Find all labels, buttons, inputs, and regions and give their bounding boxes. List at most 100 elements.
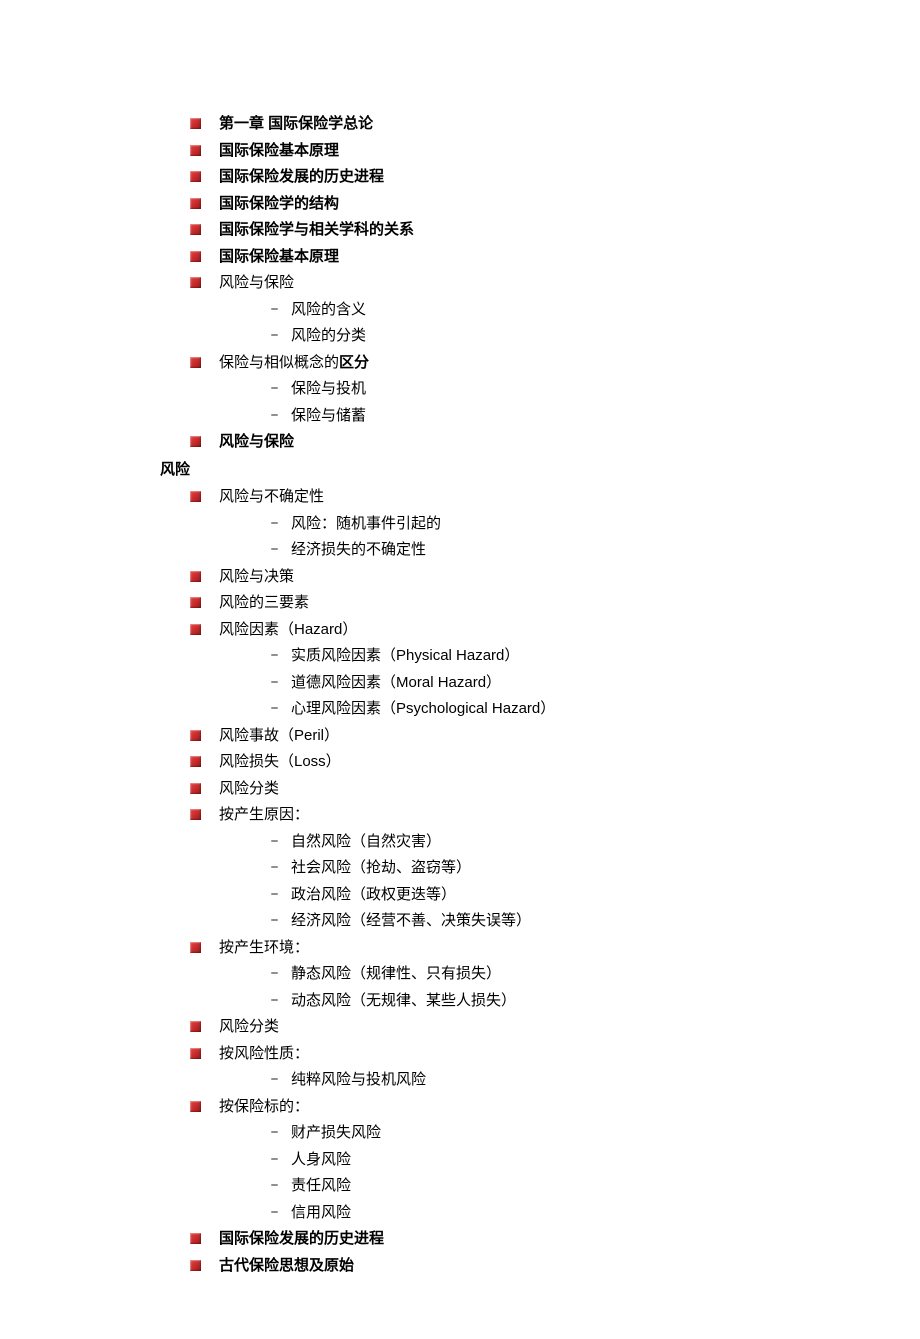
outline-item-text: 风险与保险 bbox=[219, 270, 294, 296]
outline-item-l2: –动态风险（无规律、某些人损失） bbox=[160, 988, 760, 1014]
dash-bullet-icon: – bbox=[270, 511, 279, 537]
outline-item-l2: –纯粹风险与投机风险 bbox=[160, 1067, 760, 1093]
outline-item-text: 风险的分类 bbox=[291, 323, 366, 349]
outline-item-l2: –经济损失的不确定性 bbox=[160, 537, 760, 563]
red-square-bullet-icon bbox=[190, 1021, 201, 1032]
red-square-bullet-icon bbox=[190, 1260, 201, 1271]
outline-item-text: 纯粹风险与投机风险 bbox=[291, 1067, 426, 1093]
outline-item-text: 道德风险因素（Moral Hazard） bbox=[291, 670, 501, 696]
outline-item-l2: –责任风险 bbox=[160, 1173, 760, 1199]
dash-bullet-icon: – bbox=[270, 376, 279, 402]
red-square-bullet-icon bbox=[190, 118, 201, 129]
outline-item-l1: 国际保险发展的历史进程 bbox=[160, 164, 760, 190]
outline-item-l2: –道德风险因素（Moral Hazard） bbox=[160, 670, 760, 696]
outline-item-l2: –心理风险因素（Psychological Hazard） bbox=[160, 696, 760, 722]
red-square-bullet-icon bbox=[190, 756, 201, 767]
outline-item-text: 第一章 国际保险学总论 bbox=[219, 111, 373, 137]
outline-item-text: 风险事故（Peril） bbox=[219, 723, 339, 749]
outline-item-l1: 国际保险基本原理 bbox=[160, 244, 760, 270]
red-square-bullet-icon bbox=[190, 251, 201, 262]
outline-item-l1: 风险与保险 bbox=[160, 270, 760, 296]
outline-item-text: 保险与投机 bbox=[291, 376, 366, 402]
red-square-bullet-icon bbox=[190, 942, 201, 953]
document-outline: 第一章 国际保险学总论国际保险基本原理国际保险发展的历史进程国际保险学的结构国际… bbox=[160, 111, 760, 1278]
dash-bullet-icon: – bbox=[270, 1173, 279, 1199]
dash-bullet-icon: – bbox=[270, 403, 279, 429]
outline-item-text-prefix: 保险与相似概念的 bbox=[219, 354, 339, 371]
outline-item-l1: 风险与保险 bbox=[160, 429, 760, 455]
outline-item-l1: 风险因素（Hazard） bbox=[160, 617, 760, 643]
red-square-bullet-icon bbox=[190, 597, 201, 608]
outline-item-text: 按产生环境： bbox=[219, 935, 309, 961]
outline-item-l1: 保险与相似概念的区分 bbox=[160, 350, 760, 376]
outline-item-l1: 风险分类 bbox=[160, 776, 760, 802]
dash-bullet-icon: – bbox=[270, 1200, 279, 1226]
outline-item-l1: 按保险标的： bbox=[160, 1094, 760, 1120]
outline-item-text: 风险因素（Hazard） bbox=[219, 617, 357, 643]
outline-item-text: 风险的含义 bbox=[291, 297, 366, 323]
outline-item-l1: 国际保险学与相关学科的关系 bbox=[160, 217, 760, 243]
dash-bullet-icon: – bbox=[270, 908, 279, 934]
outline-item-l1: 按风险性质： bbox=[160, 1041, 760, 1067]
outline-item-text: 保险与储蓄 bbox=[291, 403, 366, 429]
red-square-bullet-icon bbox=[190, 809, 201, 820]
outline-item-text: 心理风险因素（Psychological Hazard） bbox=[291, 696, 555, 722]
outline-item-l1: 按产生环境： bbox=[160, 935, 760, 961]
red-square-bullet-icon bbox=[190, 1048, 201, 1059]
red-square-bullet-icon bbox=[190, 224, 201, 235]
red-square-bullet-icon bbox=[190, 357, 201, 368]
outline-item-l1: 古代保险思想及原始 bbox=[160, 1253, 760, 1279]
red-square-bullet-icon bbox=[190, 145, 201, 156]
outline-item-text: 风险的三要素 bbox=[219, 590, 309, 616]
outline-item-l2: – 经济风险（经营不善、决策失误等） bbox=[160, 908, 760, 934]
outline-heading-text: 风险 bbox=[160, 461, 190, 478]
outline-item-l1: 按产生原因： bbox=[160, 802, 760, 828]
dash-bullet-icon: – bbox=[270, 537, 279, 563]
red-square-bullet-icon bbox=[190, 1101, 201, 1112]
outline-item-text: 国际保险基本原理 bbox=[219, 138, 339, 164]
dash-bullet-icon: – bbox=[270, 643, 279, 669]
outline-item-text: 风险与不确定性 bbox=[219, 484, 324, 510]
outline-item-l2: –自然风险（自然灾害） bbox=[160, 829, 760, 855]
outline-item-text: 按风险性质： bbox=[219, 1041, 309, 1067]
dash-bullet-icon: – bbox=[270, 323, 279, 349]
outline-item-text: 国际保险学的结构 bbox=[219, 191, 339, 217]
dash-bullet-icon: – bbox=[270, 882, 279, 908]
red-square-bullet-icon bbox=[190, 783, 201, 794]
outline-item-text-bold-suffix: 区分 bbox=[339, 354, 369, 371]
outline-item-l1: 风险事故（Peril） bbox=[160, 723, 760, 749]
outline-item-text: 保险与相似概念的区分 bbox=[219, 350, 369, 376]
outline-item-l1: 第一章 国际保险学总论 bbox=[160, 111, 760, 137]
dash-bullet-icon: – bbox=[270, 988, 279, 1014]
outline-item-text: 按保险标的： bbox=[219, 1094, 309, 1120]
outline-item-l1: 风险分类 bbox=[160, 1014, 760, 1040]
outline-item-text: 动态风险（无规律、某些人损失） bbox=[291, 988, 516, 1014]
dash-bullet-icon: – bbox=[270, 1067, 279, 1093]
outline-item-text: 经济损失的不确定性 bbox=[291, 537, 426, 563]
red-square-bullet-icon bbox=[190, 171, 201, 182]
outline-item-l1: 风险与决策 bbox=[160, 564, 760, 590]
dash-bullet-icon: – bbox=[270, 829, 279, 855]
dash-bullet-icon: – bbox=[270, 1147, 279, 1173]
outline-item-l1: 国际保险学的结构 bbox=[160, 191, 760, 217]
red-square-bullet-icon bbox=[190, 571, 201, 582]
outline-heading: 风险 bbox=[160, 457, 760, 483]
outline-item-text: 自然风险（自然灾害） bbox=[291, 829, 441, 855]
outline-item-text: 风险与决策 bbox=[219, 564, 294, 590]
outline-item-text: 经济风险（经营不善、决策失误等） bbox=[291, 908, 531, 934]
dash-bullet-icon: – bbox=[270, 670, 279, 696]
outline-item-text: 国际保险基本原理 bbox=[219, 244, 339, 270]
outline-item-text: 风险分类 bbox=[219, 776, 279, 802]
dash-bullet-icon: – bbox=[270, 961, 279, 987]
red-square-bullet-icon bbox=[190, 624, 201, 635]
dash-bullet-icon: – bbox=[270, 297, 279, 323]
outline-item-text: 信用风险 bbox=[291, 1200, 351, 1226]
outline-item-l2: –实质风险因素（Physical Hazard） bbox=[160, 643, 760, 669]
outline-item-l2: –静态风险（规律性、只有损失） bbox=[160, 961, 760, 987]
outline-item-l1: 风险损失（Loss） bbox=[160, 749, 760, 775]
outline-item-l2: –风险：随机事件引起的 bbox=[160, 511, 760, 537]
outline-item-text: 风险：随机事件引起的 bbox=[291, 511, 441, 537]
outline-item-text: 风险损失（Loss） bbox=[219, 749, 341, 775]
red-square-bullet-icon bbox=[190, 730, 201, 741]
outline-item-l2: –保险与储蓄 bbox=[160, 403, 760, 429]
